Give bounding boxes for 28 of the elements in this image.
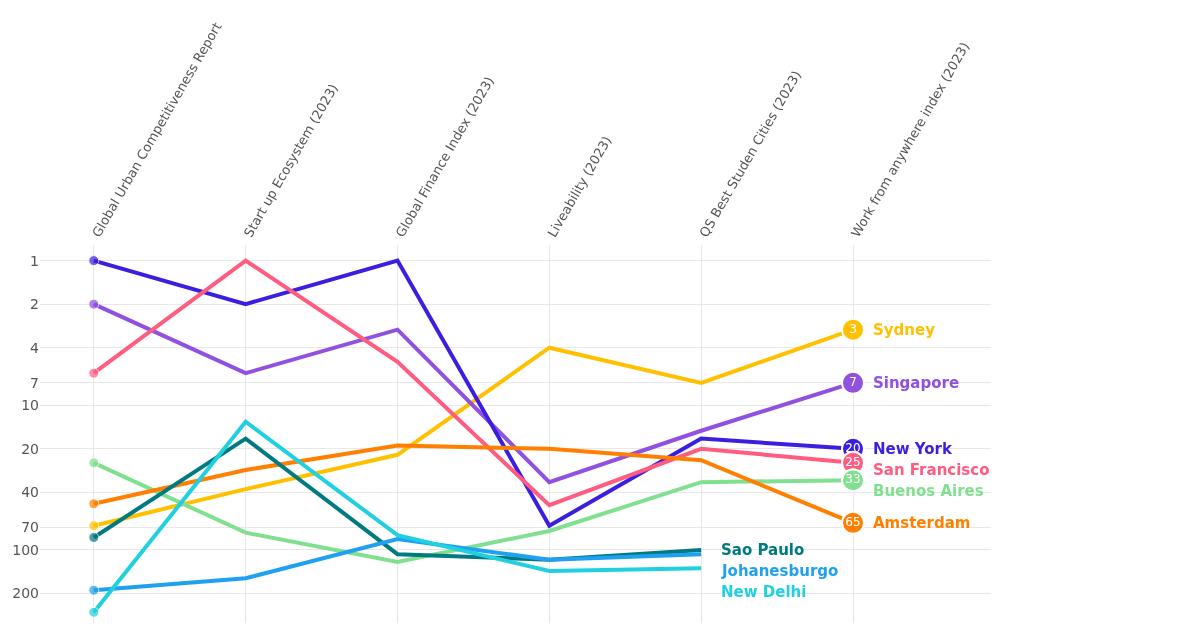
y-tick-label: 70	[21, 519, 39, 536]
data-label: 20	[845, 440, 861, 455]
y-tick-label: 2	[30, 296, 39, 313]
series-label: Sydney	[873, 321, 936, 339]
point	[88, 531, 100, 543]
data-label: 7	[849, 374, 857, 389]
y-tick-label: 7	[30, 374, 39, 391]
series-label: New York	[873, 440, 953, 458]
data-label: 3	[849, 321, 857, 336]
data-label: 25	[845, 454, 861, 469]
series-label: San Francisco	[873, 461, 990, 479]
series-label: Amsterdam	[873, 514, 971, 532]
point	[88, 584, 100, 596]
y-tick-label: 10	[21, 397, 39, 414]
y-tick-label: 100	[12, 541, 39, 558]
series-label: New Delhi	[721, 583, 807, 601]
series-label: Buenos Aires	[873, 482, 984, 500]
series-label: Sao Paulo	[721, 541, 805, 559]
y-tick-label: 1	[30, 252, 39, 269]
y-tick-label: 4	[30, 339, 40, 356]
data-label: 33	[845, 472, 861, 487]
data-label: 65	[845, 514, 861, 529]
point	[88, 606, 100, 618]
series-label: Johanesburgo	[721, 562, 839, 580]
series-label: Singapore	[873, 374, 960, 392]
y-tick-label: 20	[21, 440, 39, 457]
y-tick-label: 200	[12, 585, 39, 602]
y-tick-label: 40	[21, 484, 39, 501]
